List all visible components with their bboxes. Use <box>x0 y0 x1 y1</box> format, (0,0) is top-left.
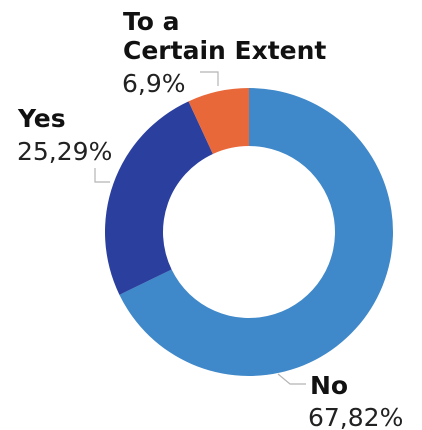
leader-line-no <box>277 373 306 385</box>
slice-value-yes: 25,29% <box>17 137 112 166</box>
slice-label-to-a-certain-extent: To a Certain Extent <box>123 7 326 65</box>
slice-to-a-certain-extent <box>188 88 249 154</box>
slice-no <box>119 88 393 376</box>
slice-label-line-2: Certain Extent <box>123 36 326 65</box>
donut-slices <box>104 88 393 376</box>
slice-value-no: 67,82% <box>308 403 403 430</box>
slice-yes <box>104 101 213 295</box>
slice-label-no: No <box>310 371 348 400</box>
leader-line-yes <box>94 168 110 183</box>
slice-label-line-1: To a <box>123 7 179 36</box>
leader-line-to-a-certain-extent <box>200 71 219 86</box>
slice-label-yes: Yes <box>17 104 66 133</box>
slice-value-to-a-certain-extent: 6,9% <box>122 69 186 98</box>
